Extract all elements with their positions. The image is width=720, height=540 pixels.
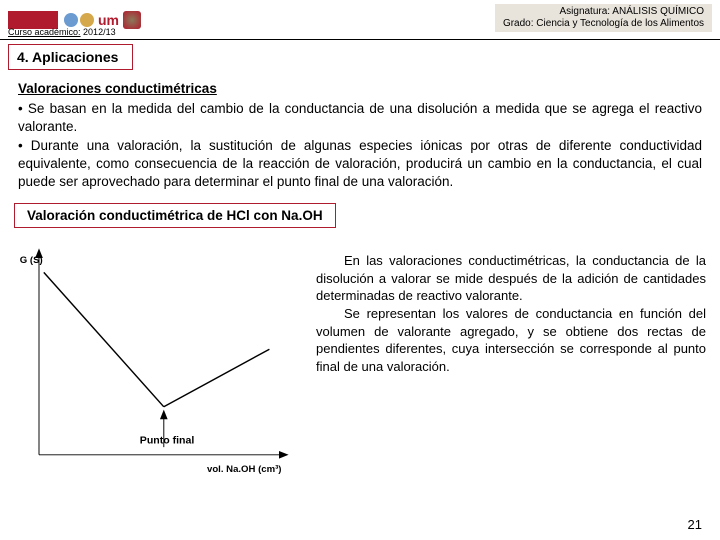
- chart-arrow-label: Punto final: [140, 435, 195, 447]
- logo-circle-icon: [80, 13, 94, 27]
- chart-svg: G (S) vol. Na.OH (cm³) Punto final: [14, 234, 304, 474]
- bullet-1: • Se basan en la medida del cambio de la…: [18, 100, 702, 136]
- course-year: 2012/13: [81, 27, 116, 37]
- logo-icons: um: [64, 11, 141, 29]
- page-header: um Curso académico: 2012/13 Asignatura: …: [0, 0, 720, 40]
- course-prefix: Curso académico:: [8, 27, 81, 37]
- shield-icon: [123, 11, 141, 29]
- chart-xlabel: vol. Na.OH (cm³): [207, 464, 282, 474]
- content-heading: Valoraciones conductimétricas: [18, 80, 702, 98]
- um-logo-text: um: [98, 12, 119, 28]
- chart-ylabel: G (S): [20, 255, 43, 266]
- conductance-chart: G (S) vol. Na.OH (cm³) Punto final: [14, 234, 304, 474]
- course-year-label: Curso académico: 2012/13: [8, 27, 116, 37]
- lower-para-2: Se representan los valores de conductanc…: [316, 305, 706, 375]
- lower-section: G (S) vol. Na.OH (cm³) Punto final En la…: [0, 228, 720, 474]
- subject-line: Asignatura: ANÁLISIS QUÍMICO: [503, 6, 704, 18]
- university-logo-block: [8, 11, 58, 29]
- lower-text-block: En las valoraciones conductimétricas, la…: [316, 234, 706, 474]
- page-number: 21: [688, 517, 702, 532]
- section-title: 4. Aplicaciones: [8, 44, 133, 70]
- main-content: Valoraciones conductimétricas • Se basan…: [0, 70, 720, 195]
- degree-line: Grado: Ciencia y Tecnología de los Alime…: [503, 18, 704, 30]
- logo-circle-icon: [64, 13, 78, 27]
- bullet-2: • Durante una valoración, la sustitución…: [18, 137, 702, 192]
- subsection-title: Valoración conductimétrica de HCl con Na…: [14, 203, 336, 228]
- header-subject-box: Asignatura: ANÁLISIS QUÍMICO Grado: Cien…: [495, 4, 712, 32]
- lower-para-1: En las valoraciones conductimétricas, la…: [316, 252, 706, 305]
